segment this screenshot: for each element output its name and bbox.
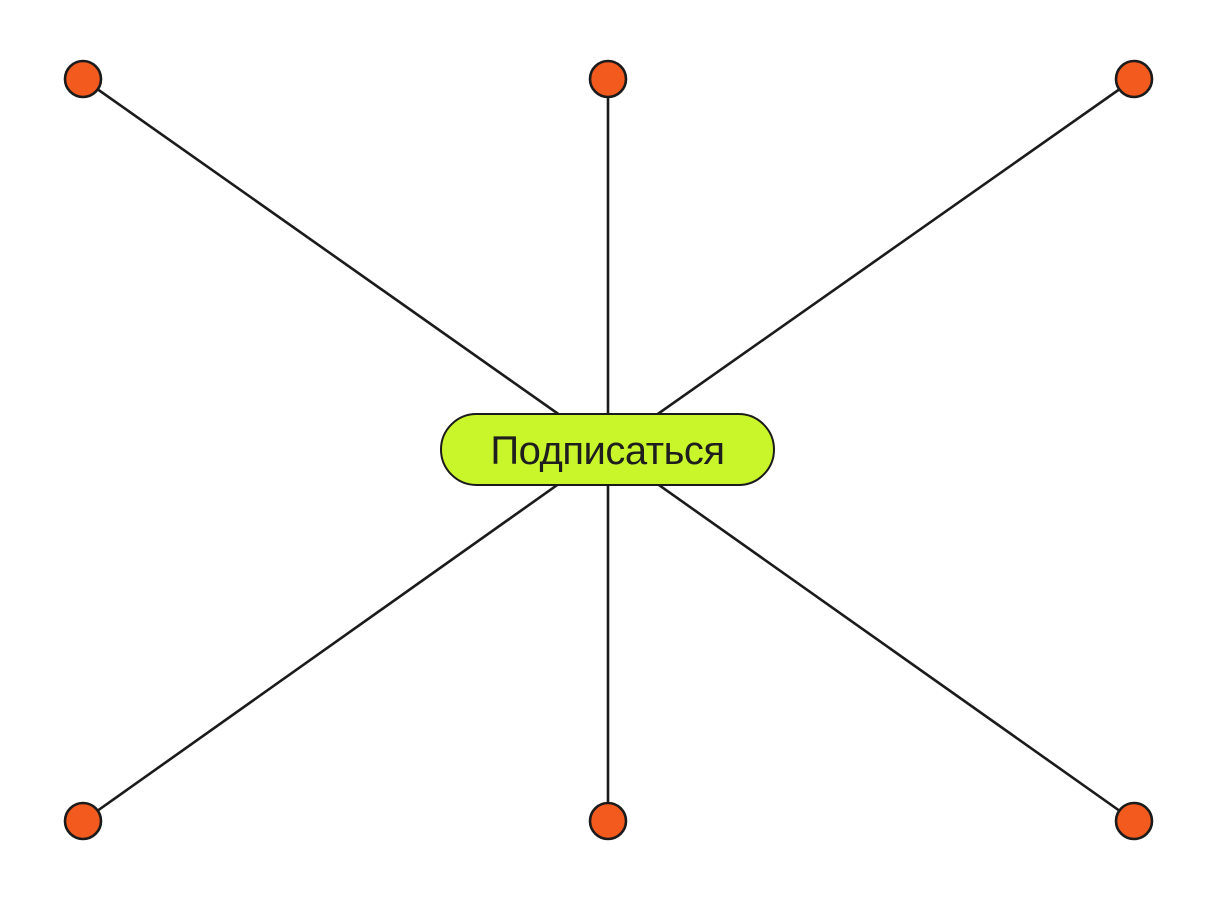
- subscribe-button[interactable]: Подписаться: [440, 413, 775, 486]
- node-top-left-dot: [63, 59, 103, 99]
- node-top-center-dot: [588, 59, 628, 99]
- node-bottom-left-dot: [63, 801, 103, 841]
- subscribe-button-label: Подписаться: [490, 428, 725, 473]
- connector-lines: [81, 77, 1136, 823]
- node-bottom-center-dot: [588, 801, 628, 841]
- connector-line-bottom-right: [606, 447, 1136, 823]
- connector-line-top-right: [606, 77, 1136, 451]
- connector-nodes: [63, 59, 1154, 841]
- connector-line-top-left: [81, 77, 610, 451]
- node-bottom-right-dot: [1114, 801, 1154, 841]
- node-top-right-dot: [1114, 59, 1154, 99]
- connector-line-bottom-left: [81, 447, 610, 823]
